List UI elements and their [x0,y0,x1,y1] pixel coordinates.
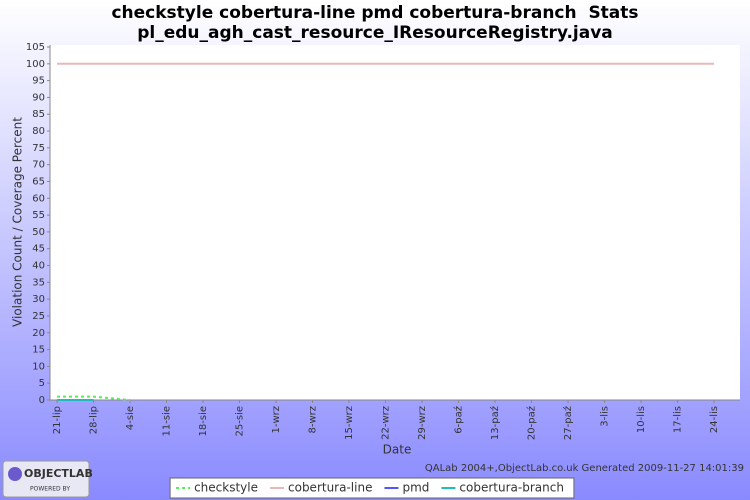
x-tick-label: 20-paź [526,406,538,440]
chart-title: checkstyle cobertura-line pmd cobertura-… [111,3,638,23]
logo-tagline: POWERED BY [30,486,70,493]
y-tick-label: 15 [32,345,45,356]
y-axis-label: Violation Count / Coverage Percent [11,117,25,327]
y-tick-label: 90 [32,92,45,103]
x-tick-label: 28-lip [89,406,100,434]
footer: QALab 2004+,ObjectLab.co.uk Generated 20… [425,463,744,474]
y-tick-label: 105 [26,42,45,53]
x-tick-label: 4-sie [125,406,136,430]
x-tick-label: 6-paź [453,406,465,434]
series-line [57,395,131,401]
y-tick-label: 75 [32,143,45,154]
legend-label: checkstyle [194,481,258,495]
y-tick-label: 80 [32,126,45,137]
x-tick-label: 24-lis [709,406,720,433]
logo: OBJECTLAB POWERED BY [2,460,93,498]
logo-icon [8,467,22,481]
x-axis-label: Date [383,443,412,457]
y-tick-label: 25 [32,311,45,322]
y-tick-label: 95 [32,76,45,87]
y-tick-label: 85 [32,109,45,120]
y-tick-label: 50 [32,227,45,238]
y-tick-label: 70 [32,160,45,171]
legend-label: pmd [402,481,429,495]
y-tick-label: 30 [32,294,45,305]
legend-label: cobertura-branch [459,481,564,495]
x-tick-label: 10-lis [636,406,647,433]
y-tick-label: 100 [26,59,45,70]
y-tick-label: 55 [32,210,45,221]
x-tick-label: 18-sie [198,406,209,436]
x-tick-label: 3-lis [600,406,611,427]
y-tick-label: 20 [32,328,45,339]
y-tick-label: 0 [39,395,45,406]
logo-name: OBJECTLAB [24,467,93,480]
x-tick-label: 27-paź [562,406,574,440]
x-tick-label: 8-wrz [308,406,319,434]
x-tick-label: 15-wrz [344,406,355,440]
y-tick-label: 35 [32,277,45,288]
y-tick-label: 40 [32,261,45,272]
plot-area [50,45,740,400]
x-tick-label: 11-sie [162,406,173,436]
legend-label: cobertura-line [288,481,372,495]
y-tick-label: 45 [32,244,45,255]
x-tick-label: 25-sie [235,406,246,436]
x-tick-label: 22-wrz [381,406,392,440]
x-tick-label: 13-paź [489,406,501,440]
chart-subtitle: pl_edu_agh_cast_resource_IResourceRegist… [137,23,613,43]
y-tick-label: 60 [32,193,45,204]
y-tick-label: 10 [32,361,45,372]
logo-box [2,460,90,498]
y-tick-label: 5 [39,378,45,389]
x-tick-label: 17-lis [673,406,684,433]
y-tick-label: 65 [32,176,45,187]
x-tick-label: 21-lip [52,406,63,434]
legend [169,477,575,499]
x-tick-label: 1-wrz [271,406,282,434]
x-tick-label: 29-wrz [417,406,428,440]
